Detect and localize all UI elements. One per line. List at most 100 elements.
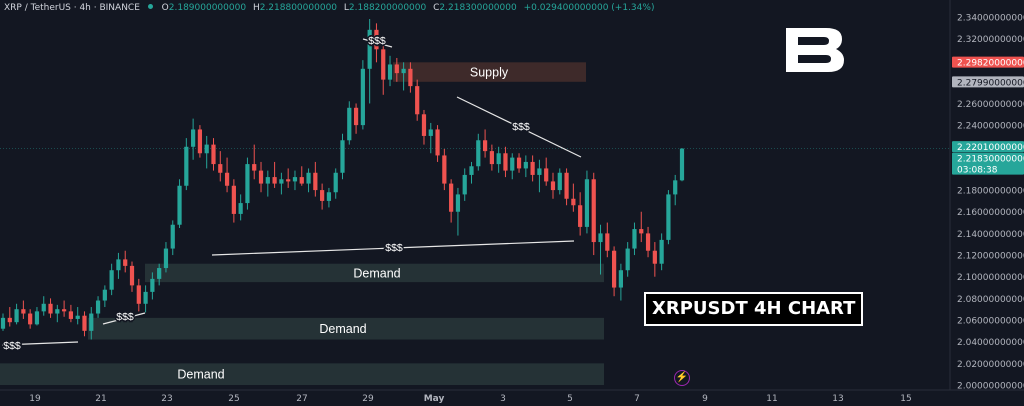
candle-body	[652, 250, 657, 264]
b-logo-icon	[786, 28, 844, 72]
candle-body	[238, 203, 243, 214]
candle-body	[632, 229, 637, 249]
candle-body	[523, 161, 528, 169]
candle-body	[157, 268, 162, 279]
candle-body	[673, 180, 678, 195]
countdown-label: 03:08:38	[957, 166, 998, 176]
x-tick-label: 21	[95, 394, 106, 404]
candle-body	[489, 151, 494, 165]
candles	[0, 18, 685, 340]
liquidity-line	[456, 96, 582, 158]
candle-body	[204, 144, 209, 154]
y-tick-label: 2.160000000000	[957, 208, 1024, 218]
liquidity-line	[1, 341, 79, 346]
candle-body	[353, 107, 359, 126]
low-value: 2.188200000000	[348, 3, 427, 13]
y-tick-label: 2.120000000000	[957, 252, 1024, 262]
open-value: 2.189000000000	[168, 3, 247, 13]
zone-supply	[393, 62, 586, 82]
candle-body	[136, 285, 141, 304]
zone-label: Demand	[319, 322, 366, 336]
y-tick-label: 2.040000000000	[957, 338, 1024, 348]
x-tick-label: May	[424, 394, 445, 404]
candle-body	[666, 194, 671, 240]
candle-body	[28, 313, 33, 325]
liquidity-line	[362, 38, 393, 48]
candle-body	[48, 303, 53, 314]
candle-body	[516, 157, 522, 169]
candle-body	[224, 172, 230, 186]
candle-body	[435, 129, 440, 156]
price-marker-label: 2.218300000000	[957, 155, 1024, 165]
y-tick-label: 2.180000000000	[957, 187, 1024, 197]
candle-body	[102, 289, 107, 301]
y-tick-label: 2.060000000000	[957, 317, 1024, 327]
candle-body	[584, 179, 590, 227]
price-marker-label: 2.279900000000	[957, 78, 1024, 88]
x-tick-label: 3	[500, 394, 506, 404]
lightning-bolt-icon[interactable]: ⚡	[674, 370, 690, 386]
candle-body	[116, 259, 121, 271]
liquidity-label: $$$	[3, 340, 21, 352]
y-tick-label: 2.320000000000	[957, 35, 1024, 45]
candle-body	[360, 68, 365, 126]
candle-body	[659, 239, 664, 264]
candle-body	[313, 172, 318, 191]
candle-body	[320, 190, 325, 201]
liquidity-lines: $$$ $$$ $$$ $$$ $$$	[1, 34, 582, 354]
x-tick-label: 15	[900, 394, 911, 404]
candle-body	[7, 317, 12, 323]
candle-body	[476, 140, 481, 167]
chart-watermark: XRPUSDT 4H CHART	[644, 292, 864, 326]
liquidity-label: $$$	[116, 311, 134, 323]
x-tick-label: 27	[296, 394, 307, 404]
y-tick-label: 2.000000000000	[957, 382, 1024, 392]
liquidity-label: $$$	[368, 35, 386, 47]
candle-body	[252, 164, 257, 171]
candle-body	[177, 185, 182, 225]
candle-body	[469, 166, 474, 175]
x-tick-label: 5	[567, 394, 573, 404]
candle-body	[347, 107, 352, 141]
zone-label: Demand	[177, 368, 224, 382]
candle-body	[645, 233, 651, 251]
candle-body	[367, 29, 372, 69]
candle-body	[639, 229, 644, 234]
x-tick-label: 13	[832, 394, 843, 404]
candle-body	[496, 153, 501, 165]
zone-label: Demand	[353, 266, 400, 280]
candle-body	[482, 140, 488, 152]
candle-body	[197, 129, 203, 154]
candle-body	[245, 164, 250, 204]
high-value: 2.218800000000	[259, 3, 338, 13]
open-label: O	[161, 3, 169, 13]
y-tick-label: 2.340000000000	[957, 13, 1024, 23]
time-axis[interactable]: 19 21 23 25 27 29 May 3 5 7 9 11 13 15	[0, 389, 1024, 404]
price-marker	[952, 56, 1024, 68]
candle-body	[218, 164, 223, 173]
candle-body	[258, 170, 264, 184]
candle-body	[462, 174, 467, 195]
liquidity-label: $$$	[385, 242, 403, 254]
candle-body	[455, 194, 461, 212]
candle-body	[14, 309, 19, 323]
price-marker	[952, 76, 1024, 88]
candle-body	[62, 309, 67, 312]
candle-body	[510, 157, 515, 171]
candle-body	[598, 233, 603, 243]
price-marker-label: 2.298200000000	[957, 59, 1024, 69]
candle-body	[75, 315, 80, 319]
candle-body	[578, 205, 583, 227]
candle-body	[550, 181, 556, 191]
price-marker	[952, 152, 1024, 175]
low-label: L	[343, 3, 349, 13]
candle-body	[571, 198, 576, 206]
symbol-label[interactable]: XRP / TetherUS · 4h · BINANCE	[4, 3, 140, 13]
candle-body	[306, 172, 311, 184]
candle-body	[340, 140, 345, 173]
candle-body	[170, 224, 175, 249]
candle-body	[408, 68, 413, 87]
candle-body	[272, 177, 277, 184]
candle-body	[109, 270, 114, 290]
